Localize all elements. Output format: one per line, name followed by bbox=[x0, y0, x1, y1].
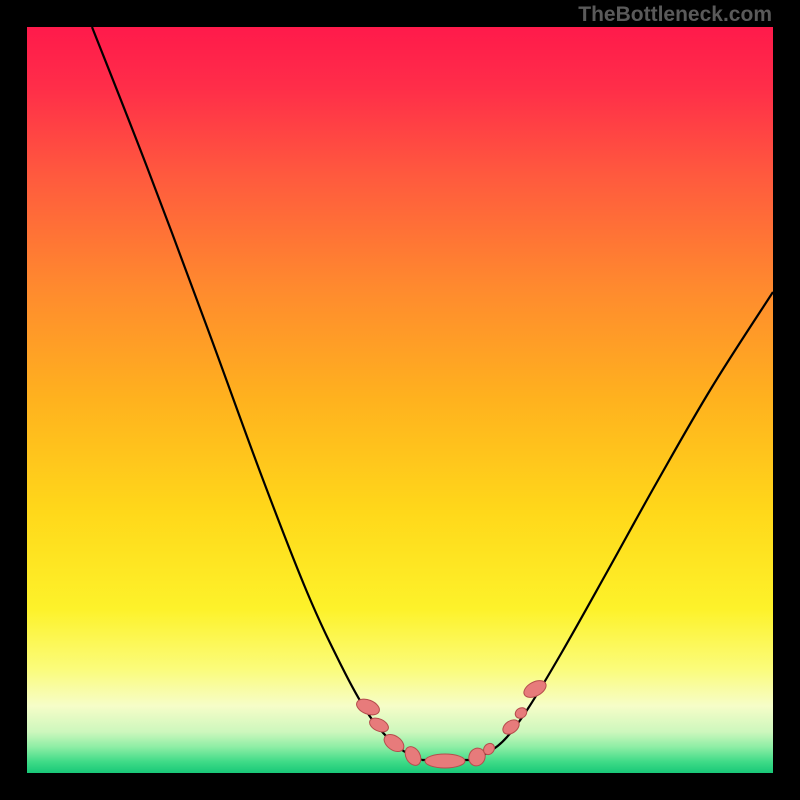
watermark-text: TheBottleneck.com bbox=[578, 3, 772, 27]
chart-container: TheBottleneck.com bbox=[0, 0, 800, 800]
curve-right-branch bbox=[472, 292, 773, 760]
curve-left-branch bbox=[92, 27, 422, 760]
data-marker bbox=[402, 744, 424, 768]
data-markers bbox=[354, 677, 549, 768]
data-marker bbox=[425, 754, 465, 768]
plot-area bbox=[27, 27, 773, 773]
data-marker bbox=[513, 706, 528, 721]
data-marker bbox=[500, 717, 522, 737]
curve-layer bbox=[27, 27, 773, 773]
